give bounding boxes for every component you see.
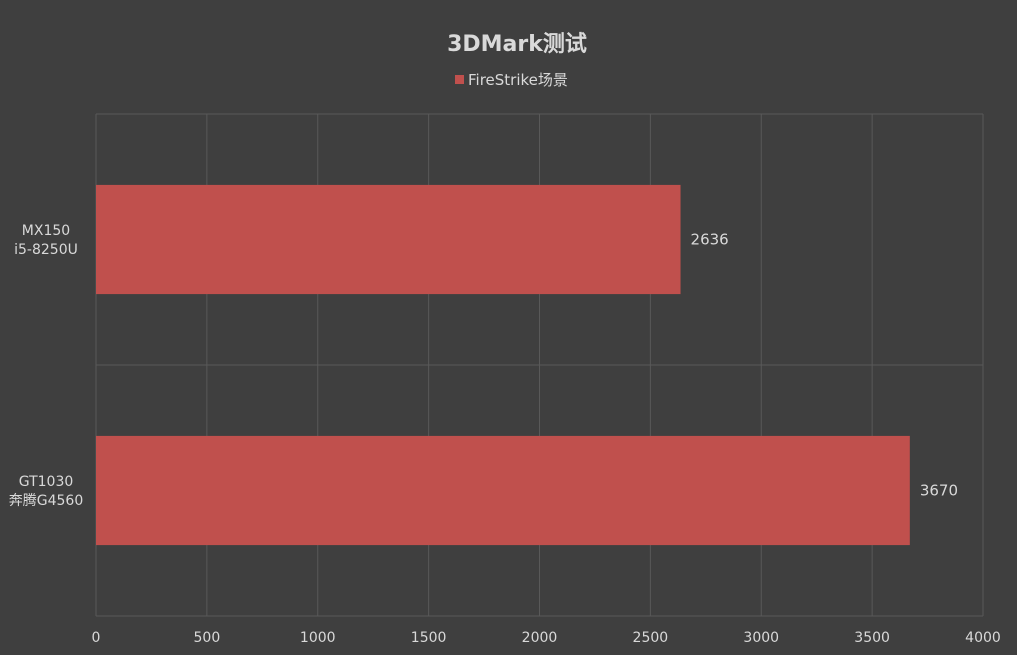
category-label: 奔腾G4560 [9, 492, 83, 509]
bar [96, 435, 910, 546]
x-tick-label: 4000 [965, 630, 1001, 646]
data-label: 2636 [691, 231, 729, 249]
category-label: GT1030 [19, 474, 74, 490]
category-label: i5-8250U [14, 242, 78, 258]
x-tick-label: 1000 [300, 630, 336, 646]
x-tick-label: 3000 [743, 630, 779, 646]
x-tick-label: 3500 [854, 630, 890, 646]
category-label: MX150 [22, 223, 70, 239]
bars [96, 184, 910, 546]
x-tick-label: 2000 [522, 630, 558, 646]
x-tick-label: 1500 [411, 630, 447, 646]
bar [96, 184, 681, 295]
legend-swatch [455, 75, 464, 84]
legend-entry: FireStrike场景 [468, 71, 568, 89]
x-tick-label: 2500 [633, 630, 669, 646]
x-tick-label: 500 [194, 630, 221, 646]
chart-title: 3DMark测试 [447, 32, 587, 57]
data-label: 3670 [920, 482, 958, 500]
x-axis-tick-labels: 0 500 1000 1500 2000 2500 3000 3500 4000 [92, 630, 1001, 646]
category-labels: MX150 i5-8250U GT1030 奔腾G4560 [9, 223, 83, 509]
legend: FireStrike场景 [455, 71, 568, 89]
x-tick-label: 0 [92, 630, 101, 646]
data-labels: 2636 3670 [691, 231, 958, 500]
